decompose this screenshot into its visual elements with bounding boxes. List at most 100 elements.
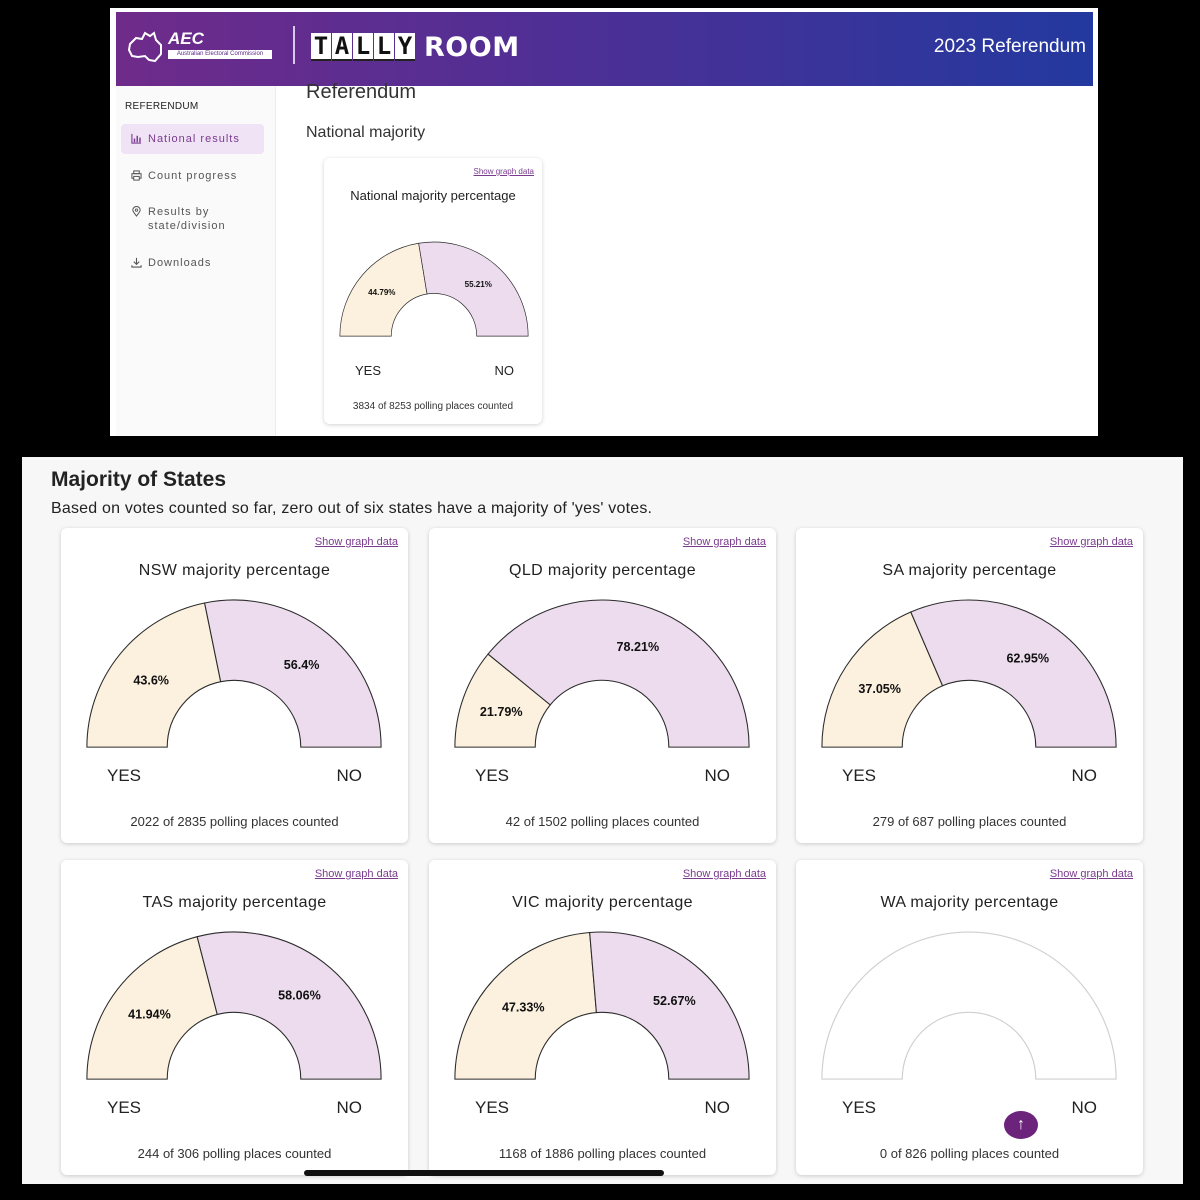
sidebar-item-national-results[interactable]: National results [121,124,264,154]
gauge-segment-no-label: 78.21% [617,640,660,654]
aec-wordmark: AEC [168,29,204,48]
show-graph-data-link[interactable]: Show graph data [1049,868,1133,880]
chart-card-wa: Show graph data WA majority percentage Y… [796,860,1143,1175]
gauge-segment-yes [86,602,222,748]
bar-chart-icon [131,133,142,144]
gauge-segment-no-label: 58.06% [278,988,321,1002]
yes-label: YES [475,766,510,785]
no-label: NO [1071,1098,1098,1117]
gauge-chart: 21.79% 78.21% [454,599,750,748]
tally-room-logo[interactable]: T A L L Y ROOM [311,31,520,63]
polling-places-count: 42 of 1502 polling places counted [505,814,700,829]
chart-card-tas: Show graph data TAS majority percentage … [61,860,408,1175]
chart-title: National majority percentage [350,188,516,203]
top-screenshot: AEC Australian Electoral Commission T A … [110,8,1098,436]
map-pin-icon [132,206,141,217]
tally-tile: A [332,33,352,61]
yes-label: YES [842,766,877,785]
sidebar: REFERENDUM National results Count progre… [116,86,276,436]
gauge-segment-no [910,599,1117,748]
gauge-chart [821,931,1117,1080]
polling-places-count: 0 of 826 polling places counted [879,1146,1060,1161]
chart-title: SA majority percentage [882,562,1057,579]
gauge-segment-no [589,931,750,1080]
polling-places-count: 279 of 687 polling places counted [872,814,1067,829]
gauge-segment-yes [339,242,428,337]
sidebar-title: REFERENDUM [125,101,199,112]
download-icon [131,257,142,268]
chart-card-qld: Show graph data QLD majority percentage … [429,528,776,843]
home-indicator-bar [304,1170,664,1176]
gauge-segment-yes [454,931,597,1080]
section-title-states: Majority of States [51,468,227,491]
polling-places-count: 2022 of 2835 polling places counted [130,814,339,829]
gauge-chart: 41.94% 58.06% [86,931,382,1080]
polling-places-count: 1168 of 1886 polling places counted [498,1146,707,1161]
no-label: NO [494,363,515,378]
tally-tile: T [311,33,331,61]
sidebar-item-label: Count progress [148,170,238,182]
chart-title: QLD majority percentage [508,562,697,579]
show-graph-data-link[interactable]: Show graph data [682,536,766,548]
chart-title: VIC majority percentage [512,894,693,911]
show-graph-data-link[interactable]: Show graph data [1049,536,1133,548]
tally-tile: L [353,33,373,61]
show-graph-data-link[interactable]: Show graph data [314,868,398,880]
header-divider [293,26,295,64]
yes-label: YES [107,1098,142,1117]
tally-tile: Y [395,33,415,61]
room-wordmark: ROOM [424,31,520,63]
yes-label: YES [842,1098,877,1117]
aec-logo[interactable]: AEC Australian Electoral Commission [126,26,276,70]
gauge-segment-no-label: 62.95% [1006,652,1049,666]
chart-card-national: Show graph data National majority percen… [324,158,542,424]
gauge-segment-yes-label: 41.94% [128,1007,171,1021]
chart-card-sa: Show graph data SA majority percentage 3… [796,528,1143,843]
gauge-segment-yes-label: 44.79% [368,288,395,297]
yes-label: YES [475,1098,510,1117]
sidebar-item-results-by-state[interactable]: Results by state/division [121,197,264,241]
sidebar-item-label: Results by state/division [148,206,226,232]
chart-title: WA majority percentage [880,894,1059,911]
gauge-segment-yes-label: 37.05% [858,682,901,696]
gauge-segment-yes-label: 21.79% [480,705,523,719]
polling-places-count: 244 of 306 polling places counted [137,1146,332,1161]
no-label: NO [1071,766,1098,785]
chart-title: TAS majority percentage [142,894,327,911]
section-title-national: National majority [306,124,426,141]
yes-label: YES [355,363,382,378]
show-graph-data-link[interactable]: Show graph data [314,536,398,548]
yes-label: YES [107,766,142,785]
printer-icon [131,170,142,181]
scroll-to-top-button[interactable]: ↑ [1004,1111,1038,1139]
gauge-segment-no [487,599,750,748]
chart-card-nsw: Show graph data NSW majority percentage … [61,528,408,843]
no-label: NO [336,766,363,785]
sidebar-item-label: National results [148,133,240,145]
australia-map-icon [127,31,162,63]
gauge-segment-no-label: 52.67% [653,994,696,1008]
sidebar-item-label: Downloads [148,257,212,269]
no-label: NO [704,1098,731,1117]
gauge-segment-no [203,599,382,748]
gauge-segment-no [196,931,382,1080]
show-graph-data-link[interactable]: Show graph data [473,167,535,176]
gauge-segment-yes [86,936,218,1080]
event-title: 2023 Referendum [933,36,1086,57]
sidebar-item-count-progress[interactable]: Count progress [121,161,264,191]
chart-card-vic: Show graph data VIC majority percentage … [429,860,776,1175]
aec-full-name: Australian Electoral Commission [168,50,272,59]
polling-places-count: 3834 of 8253 polling places counted [352,401,514,412]
gauge-segment-no-label: 55.21% [465,280,492,289]
show-graph-data-link[interactable]: Show graph data [682,868,766,880]
gauge-empty-track [821,931,1117,1080]
app-header: AEC Australian Electoral Commission T A … [116,12,1093,86]
chart-title: NSW majority percentage [138,562,331,579]
gauge-chart: 44.79% 55.21% [339,241,529,337]
gauge-segment-no-label: 56.4% [284,658,320,672]
gauge-segment-yes-label: 47.33% [502,1001,545,1015]
gauge-chart: 43.6% 56.4% [86,599,382,748]
section-description: Based on votes counted so far, zero out … [51,500,653,517]
sidebar-item-downloads[interactable]: Downloads [121,248,264,278]
no-label: NO [704,766,731,785]
